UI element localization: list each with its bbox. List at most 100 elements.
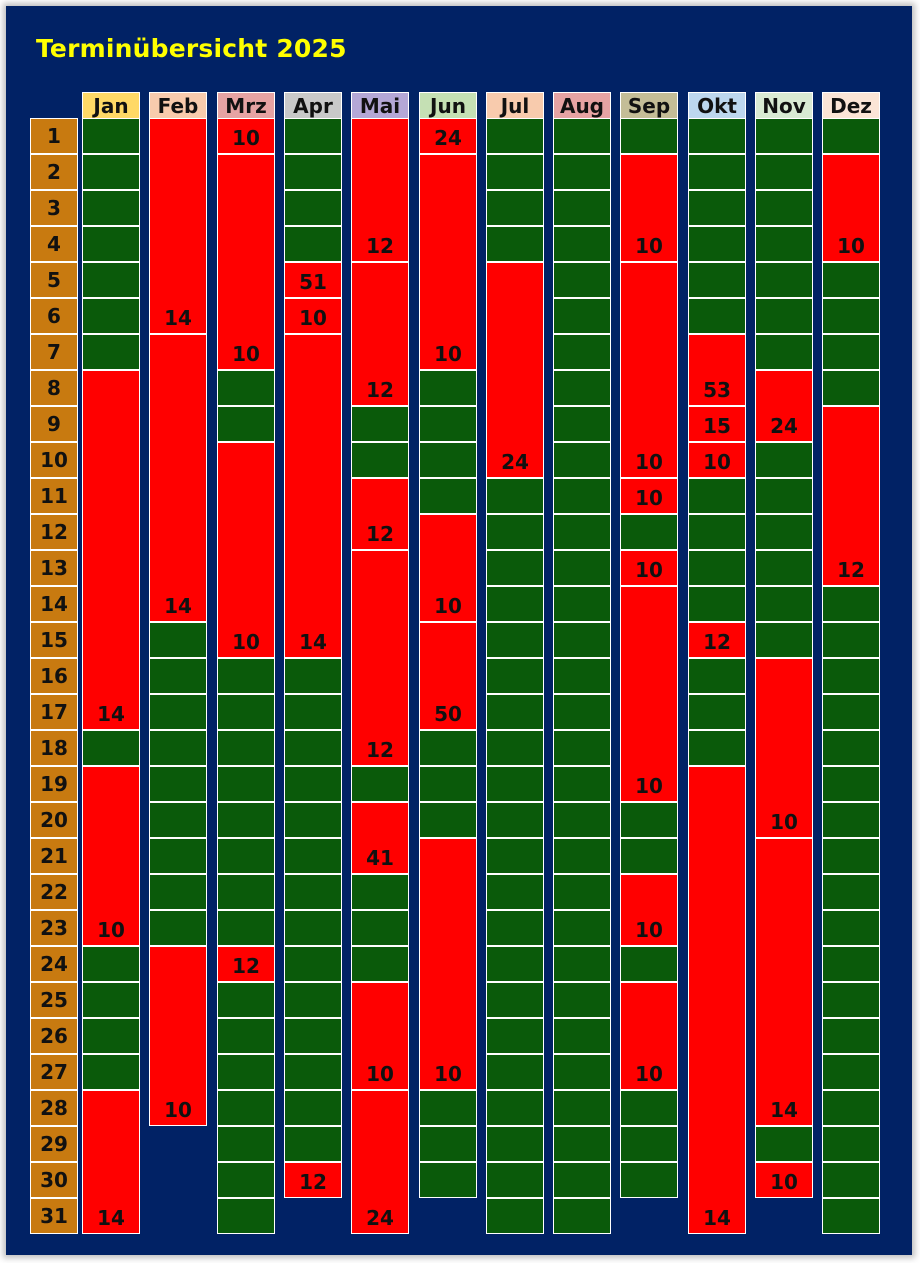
free-day-cell bbox=[688, 514, 746, 550]
free-day-cell bbox=[755, 550, 813, 586]
free-day-cell bbox=[822, 766, 880, 802]
free-day-cell bbox=[486, 1090, 544, 1126]
busy-block: 41 bbox=[351, 802, 409, 874]
free-day-cell bbox=[553, 802, 611, 838]
free-day-cell bbox=[149, 622, 207, 658]
busy-block: 10 bbox=[620, 586, 678, 802]
free-day-cell bbox=[553, 946, 611, 982]
free-day-cell bbox=[553, 658, 611, 694]
day-label-23: 23 bbox=[30, 910, 78, 946]
free-day-cell bbox=[755, 442, 813, 478]
free-day-cell bbox=[217, 370, 275, 406]
busy-count: 24 bbox=[434, 126, 462, 150]
free-day-cell bbox=[755, 226, 813, 262]
free-day-cell bbox=[419, 730, 477, 766]
free-day-cell bbox=[486, 1126, 544, 1162]
month-header-feb: Feb bbox=[149, 92, 207, 120]
busy-block: 14 bbox=[755, 838, 813, 1126]
busy-block: 12 bbox=[351, 478, 409, 550]
busy-count: 10 bbox=[635, 234, 663, 258]
free-day-cell bbox=[82, 982, 140, 1018]
free-day-cell bbox=[553, 1198, 611, 1234]
free-day-cell bbox=[553, 730, 611, 766]
month-header-nov: Nov bbox=[755, 92, 813, 120]
busy-block: 12 bbox=[284, 1162, 342, 1198]
free-day-cell bbox=[486, 514, 544, 550]
busy-block: 10 bbox=[755, 1162, 813, 1198]
day-label-11: 11 bbox=[30, 478, 78, 514]
free-day-cell bbox=[351, 946, 409, 982]
free-day-cell bbox=[688, 154, 746, 190]
month-header-okt: Okt bbox=[688, 92, 746, 120]
free-day-cell bbox=[486, 766, 544, 802]
busy-block: 14 bbox=[149, 118, 207, 334]
day-label-15: 15 bbox=[30, 622, 78, 658]
free-day-cell bbox=[149, 694, 207, 730]
page-title: Terminübersicht 2025 bbox=[36, 34, 347, 63]
busy-count: 14 bbox=[299, 630, 327, 654]
busy-block: 10 bbox=[419, 154, 477, 370]
free-day-cell bbox=[553, 118, 611, 154]
free-day-cell bbox=[486, 550, 544, 586]
free-day-cell bbox=[419, 1162, 477, 1198]
free-day-cell bbox=[553, 1162, 611, 1198]
busy-count: 10 bbox=[837, 234, 865, 258]
free-day-cell bbox=[553, 1126, 611, 1162]
free-day-cell bbox=[822, 298, 880, 334]
free-day-cell bbox=[822, 1054, 880, 1090]
free-day-cell bbox=[822, 694, 880, 730]
free-day-cell bbox=[486, 154, 544, 190]
free-day-cell bbox=[284, 1018, 342, 1054]
free-day-cell bbox=[553, 298, 611, 334]
busy-count: 12 bbox=[232, 954, 260, 978]
free-day-cell bbox=[553, 838, 611, 874]
day-label-25: 25 bbox=[30, 982, 78, 1018]
busy-block: 14 bbox=[82, 370, 140, 730]
busy-block: 24 bbox=[419, 118, 477, 154]
busy-block: 10 bbox=[149, 946, 207, 1126]
free-day-cell bbox=[755, 586, 813, 622]
free-day-cell bbox=[688, 226, 746, 262]
free-day-cell bbox=[688, 478, 746, 514]
day-label-18: 18 bbox=[30, 730, 78, 766]
free-day-cell bbox=[688, 190, 746, 226]
free-day-cell bbox=[822, 1090, 880, 1126]
busy-block: 14 bbox=[82, 1090, 140, 1234]
free-day-cell bbox=[217, 838, 275, 874]
free-day-cell bbox=[553, 910, 611, 946]
free-day-cell bbox=[486, 586, 544, 622]
free-day-cell bbox=[688, 298, 746, 334]
free-day-cell bbox=[822, 1198, 880, 1234]
free-day-cell bbox=[486, 622, 544, 658]
day-label-22: 22 bbox=[30, 874, 78, 910]
free-day-cell bbox=[822, 370, 880, 406]
free-day-cell bbox=[822, 802, 880, 838]
free-day-cell bbox=[822, 1018, 880, 1054]
free-day-cell bbox=[486, 730, 544, 766]
busy-block: 12 bbox=[351, 118, 409, 262]
busy-block: 12 bbox=[688, 622, 746, 658]
free-day-cell bbox=[82, 226, 140, 262]
free-day-cell bbox=[553, 694, 611, 730]
busy-count: 12 bbox=[366, 234, 394, 258]
free-day-cell bbox=[217, 1162, 275, 1198]
busy-count: 10 bbox=[635, 450, 663, 474]
day-label-1: 1 bbox=[30, 118, 78, 154]
busy-block: 10 bbox=[217, 154, 275, 370]
free-day-cell bbox=[217, 910, 275, 946]
free-day-cell bbox=[553, 190, 611, 226]
free-day-cell bbox=[688, 694, 746, 730]
busy-count: 12 bbox=[366, 522, 394, 546]
free-day-cell bbox=[755, 514, 813, 550]
day-label-20: 20 bbox=[30, 802, 78, 838]
free-day-cell bbox=[486, 478, 544, 514]
free-day-cell bbox=[486, 1162, 544, 1198]
free-day-cell bbox=[620, 802, 678, 838]
free-day-cell bbox=[486, 1054, 544, 1090]
free-day-cell bbox=[82, 334, 140, 370]
free-day-cell bbox=[284, 694, 342, 730]
free-day-cell bbox=[284, 1126, 342, 1162]
busy-block: 50 bbox=[419, 622, 477, 730]
busy-block: 12 bbox=[351, 550, 409, 766]
day-label-19: 19 bbox=[30, 766, 78, 802]
